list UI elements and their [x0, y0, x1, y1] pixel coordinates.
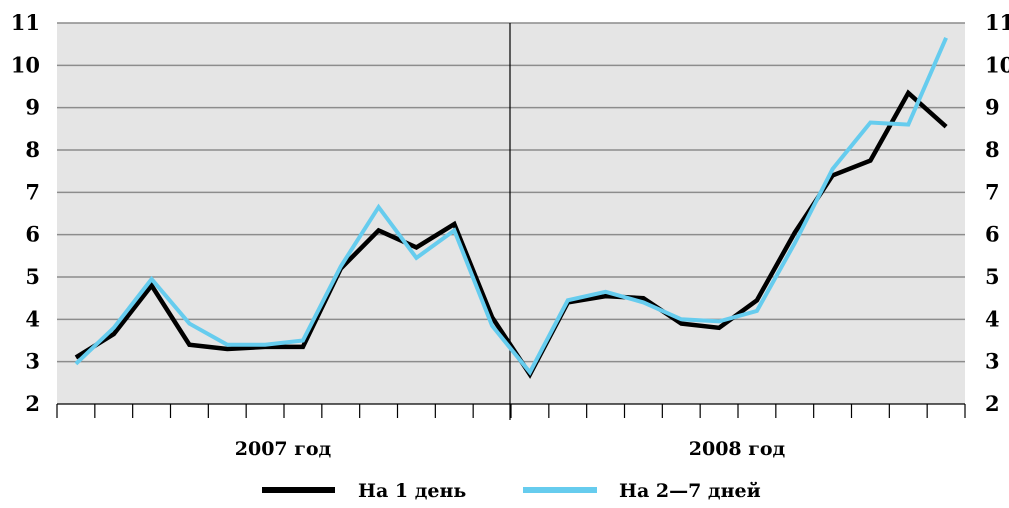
y-tick-label-left: 6 — [25, 222, 40, 247]
legend-label-1day: На 1 день — [358, 480, 466, 502]
y-tick-label-left: 5 — [25, 264, 40, 289]
y-axis-right: 2 3 4 5 6 7 8 9 10 11 — [985, 10, 1009, 416]
y-tick-label-left: 2 — [25, 391, 40, 416]
year-label-2008: 2008 год — [689, 438, 786, 460]
y-tick-label-left: 10 — [11, 52, 40, 77]
series-layer — [74, 37, 948, 379]
y-tick-label-right: 2 — [985, 391, 1000, 416]
series-line-2-7days — [74, 37, 948, 376]
year-label-2007: 2007 год — [235, 438, 332, 460]
y-tick-label-right: 5 — [985, 264, 1000, 289]
y-tick-label-right: 8 — [985, 137, 1000, 162]
y-tick-label-left: 7 — [25, 179, 40, 204]
y-tick-label-right: 6 — [985, 222, 1000, 247]
y-axis-left: 2 3 4 5 6 7 8 9 10 11 — [11, 10, 40, 416]
x-ticks — [56, 404, 966, 418]
y-tick-label-left: 4 — [25, 306, 40, 331]
y-tick-label-right: 10 — [985, 52, 1009, 77]
legend: На 1 день На 2—7 дней — [262, 480, 761, 502]
y-tick-label-right: 9 — [985, 95, 1000, 120]
legend-label-2-7days: На 2—7 дней — [619, 480, 761, 502]
y-tick-label-left: 9 — [25, 95, 40, 120]
y-tick-label-left: 3 — [25, 349, 40, 374]
y-tick-label-left: 8 — [25, 137, 40, 162]
y-tick-label-right: 3 — [985, 349, 1000, 374]
plot-area — [57, 23, 965, 404]
y-tick-label-right: 4 — [985, 306, 1000, 331]
grid — [57, 22, 965, 363]
y-tick-label-left: 11 — [11, 10, 40, 35]
series-line-1day — [74, 89, 948, 379]
y-tick-label-right: 11 — [985, 10, 1009, 35]
y-tick-label-right: 7 — [985, 179, 1000, 204]
